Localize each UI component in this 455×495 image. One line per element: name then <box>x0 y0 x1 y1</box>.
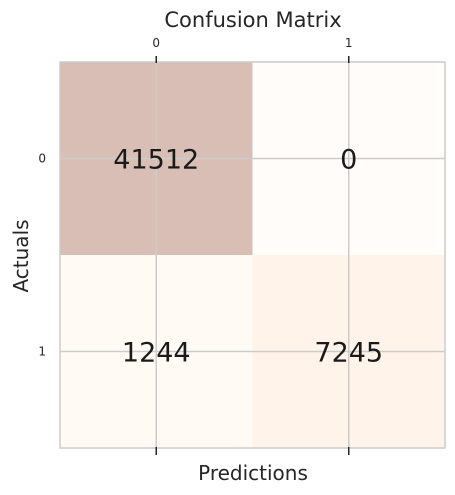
matrix-cells <box>60 62 445 448</box>
grid-lines <box>60 62 445 448</box>
chart-title: Confusion Matrix <box>164 8 341 32</box>
cell-value-label: 41512 <box>113 145 199 176</box>
y-tick-label: 0 <box>38 152 46 166</box>
x-axis-label: Predictions <box>198 461 308 485</box>
cell-value-label: 1244 <box>122 338 191 369</box>
cell-value-label: 7245 <box>314 338 383 369</box>
x-tick-label: 1 <box>345 36 353 50</box>
y-tick-label: 1 <box>38 345 46 359</box>
x-tick-label: 0 <box>152 36 160 50</box>
cell-value-labels: 41512 0 1244 7245 <box>113 145 383 369</box>
cell-value-label: 0 <box>340 145 357 176</box>
y-axis-ticks: 01 <box>38 152 46 359</box>
y-axis-label: Actuals <box>9 219 33 292</box>
plot-frame <box>59 61 446 449</box>
